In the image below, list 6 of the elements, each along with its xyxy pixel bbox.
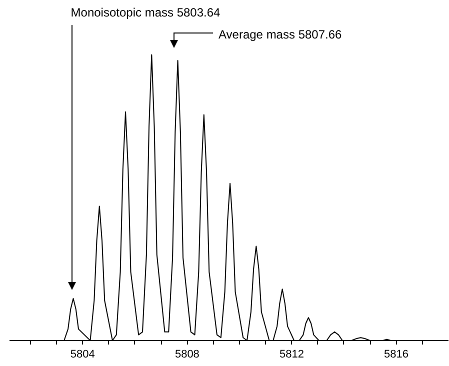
x-tick-label: 5812 [279,348,304,360]
text: Monoisotopic mass 5803.64 [70,6,221,20]
x-tick-label: 5816 [384,348,408,360]
x-tick-label: 5804 [70,348,95,360]
text: Average mass 5807.66 [218,28,342,42]
x-tick-label: 5808 [174,348,200,360]
